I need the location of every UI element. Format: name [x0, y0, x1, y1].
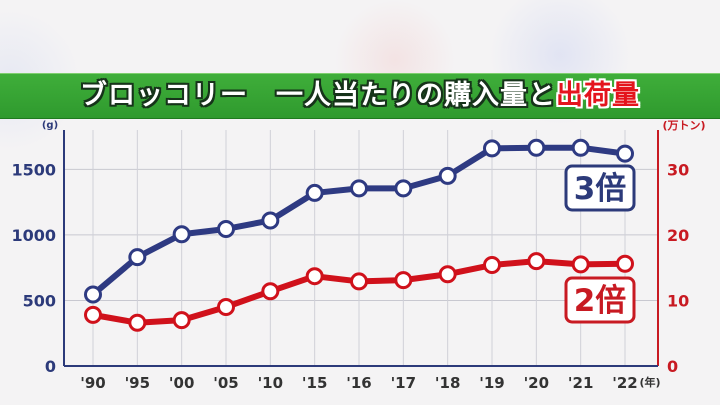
series-0-point [616, 144, 634, 163]
right-axis-unit: (万トン) [662, 119, 705, 132]
series-1-point [305, 267, 324, 286]
series-0-point [527, 138, 546, 157]
series-0-point [261, 211, 280, 230]
x-tick-label: '22 [612, 374, 637, 392]
x-tick-label: '95 [125, 374, 150, 392]
series-1-point [350, 272, 368, 291]
right-tick-label: 30 [667, 160, 689, 179]
series-1-point [438, 265, 457, 284]
series-0-point [571, 138, 590, 157]
x-tick-label: '19 [479, 374, 504, 392]
right-tick-label: 10 [667, 291, 689, 310]
series-0-point [172, 225, 191, 244]
series-0-point [483, 139, 501, 158]
annotation-label: 3倍 [574, 171, 627, 207]
x-tick-label: '18 [435, 374, 460, 392]
x-tick-label: '20 [524, 374, 549, 392]
left-tick-label: 0 [45, 357, 56, 376]
x-tick-label: '17 [391, 374, 416, 392]
x-tick-label: '90 [80, 374, 105, 392]
annotation-label: 2倍 [574, 283, 627, 319]
annotation-box [564, 276, 636, 324]
left-tick-label: 1500 [11, 160, 56, 179]
x-tick-label: '21 [568, 374, 593, 392]
series-0-point [438, 166, 457, 185]
series-1-point [483, 256, 501, 275]
title-banner: ブロッコリー 一人当たりの購入量と出荷量 [0, 73, 720, 119]
series-1-point [394, 271, 413, 290]
x-tick-label: '10 [258, 374, 283, 392]
x-tick-label: '00 [169, 374, 194, 392]
series-1-point [128, 313, 147, 332]
series-1-point [616, 254, 634, 273]
series-1-point [527, 252, 546, 271]
series-1-point [217, 298, 235, 316]
series-0-point [84, 285, 102, 304]
left-axis-unit: (g) [42, 120, 58, 131]
series-0-point [305, 183, 324, 202]
series-1-point [84, 305, 102, 324]
series-0-point [394, 179, 413, 198]
right-tick-label: 20 [667, 226, 689, 245]
x-tick-label: '05 [213, 374, 238, 392]
left-tick-label: 500 [23, 291, 56, 310]
series-1-point [172, 311, 191, 330]
x-tick-label: '16 [346, 374, 371, 392]
chart-title-main: ブロッコリー 一人当たりの購入量と [80, 80, 556, 111]
annotation-box [564, 164, 636, 212]
series-0-point [128, 248, 147, 267]
series-0-point [350, 179, 368, 198]
chart-title-highlight: 出荷量 [556, 80, 640, 111]
right-tick-label: 0 [667, 357, 678, 376]
series-1-point [571, 255, 590, 274]
x-tick-label: '15 [302, 374, 327, 392]
chart-title: ブロッコリー 一人当たりの購入量と出荷量 [0, 74, 720, 118]
series-0-point [217, 219, 235, 238]
series-1-point [261, 282, 280, 301]
left-tick-label: 1000 [11, 226, 56, 245]
x-axis-unit: (年) [639, 375, 660, 389]
